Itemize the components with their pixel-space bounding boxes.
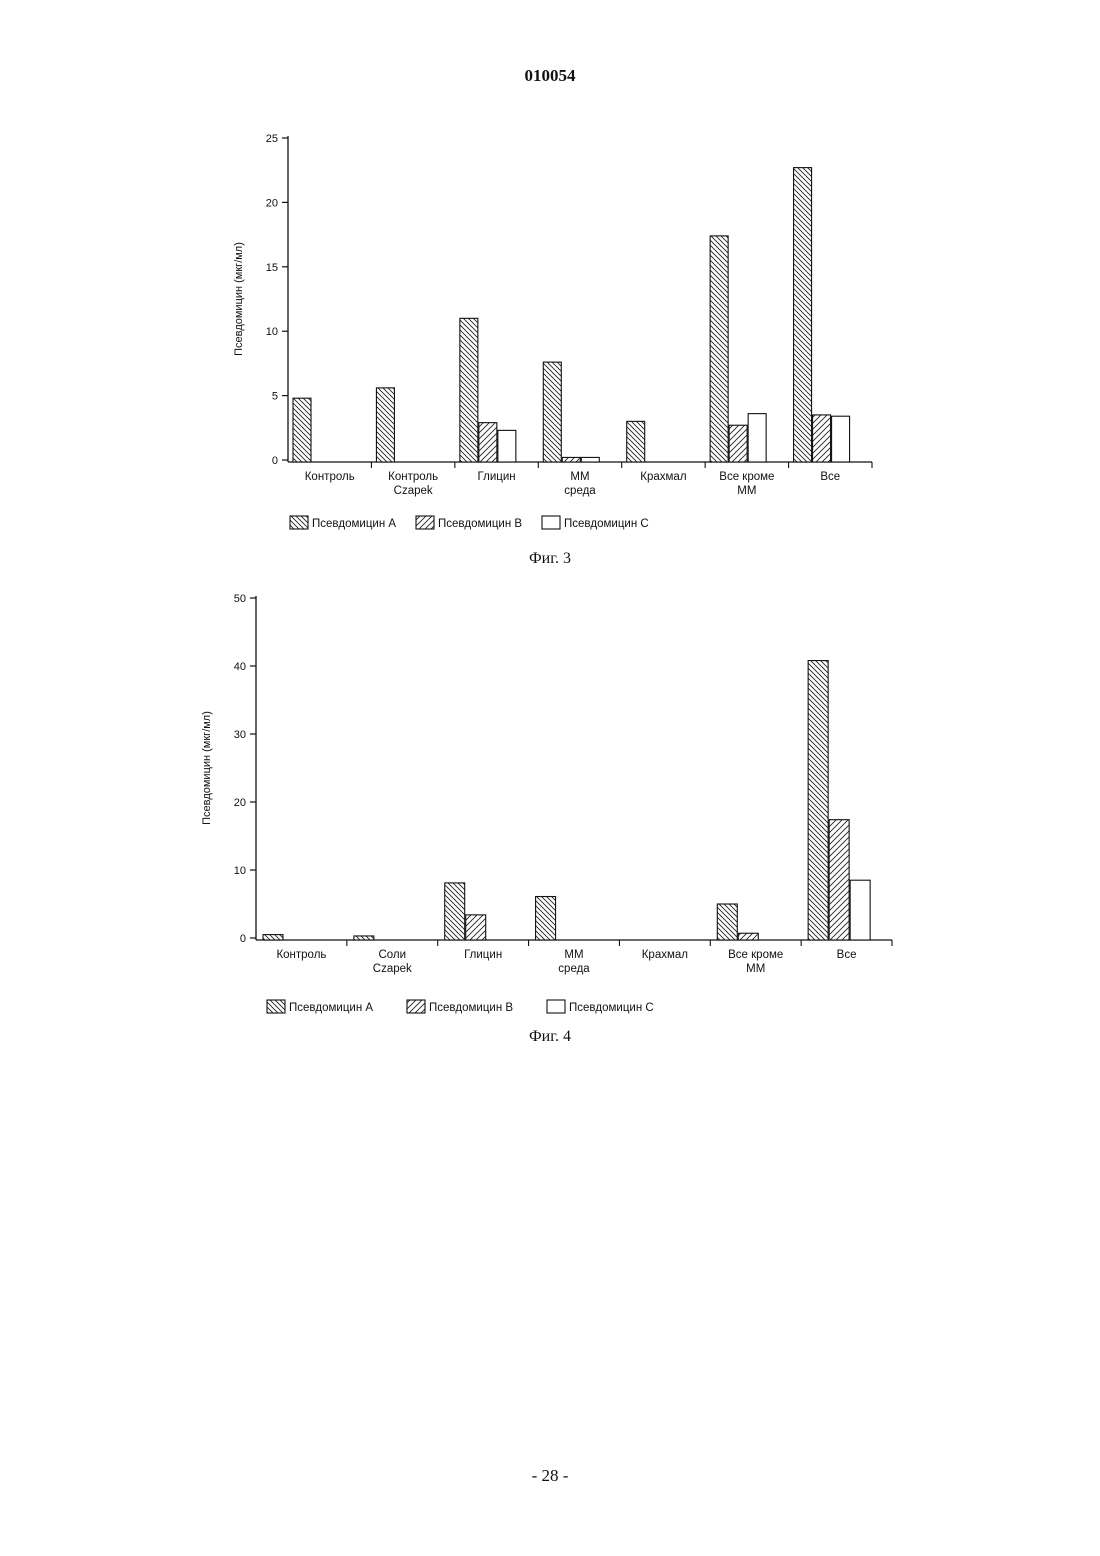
y-tick-label: 50 [234,593,246,605]
x-category-label: Крахмал [642,949,688,961]
y-tick-label: 10 [234,865,246,877]
page-number: - 28 - [0,1466,1100,1486]
figure-caption: Фиг. 4 [529,1028,571,1045]
bar-empty-7 [850,880,870,940]
x-category-label: Все [837,949,857,961]
bar-hatch-back-1 [263,935,283,940]
bar-hatch-back-6 [717,904,737,940]
x-category-label: Контроль [276,949,326,961]
y-tick-label: 20 [234,797,246,809]
legend-swatch-hatch-back [267,1000,285,1013]
x-category-label: ММ [746,963,765,975]
bar-hatch-back-4 [536,897,556,940]
legend-label: Псевдомицин А [289,1002,373,1014]
y-tick-label: 30 [234,729,246,741]
figure-4-bar-chart: 0 10 20 30 40 50 Псевдомицин (мкг/мл) Контроль С… [0,0,1100,1060]
legend-label: Псевдомицин В [429,1002,513,1014]
legend-swatch-hatch-fwd [407,1000,425,1013]
bar-hatch-fwd-3 [466,915,486,940]
bar-hatch-back-3 [445,883,465,940]
x-category-label: Соли [378,949,406,961]
y-tick-label: 0 [240,933,246,945]
bar-hatch-fwd-6 [738,933,758,940]
x-category-label: ММ [564,949,583,961]
x-category-label: Все кроме [728,949,783,961]
x-category-label: Czapek [373,963,412,975]
x-category-label: Глицин [464,949,502,961]
bar-hatch-back-7 [808,661,828,940]
x-category-label: среда [558,963,590,975]
legend-label: Псевдомицин С [569,1002,654,1014]
legend-swatch-empty [547,1000,565,1013]
bar-hatch-back-2 [354,936,374,940]
y-axis-title: Псевдомицин (мкг/мл) [201,711,213,825]
bar-hatch-fwd-7 [829,820,849,940]
y-tick-label: 40 [234,661,246,673]
